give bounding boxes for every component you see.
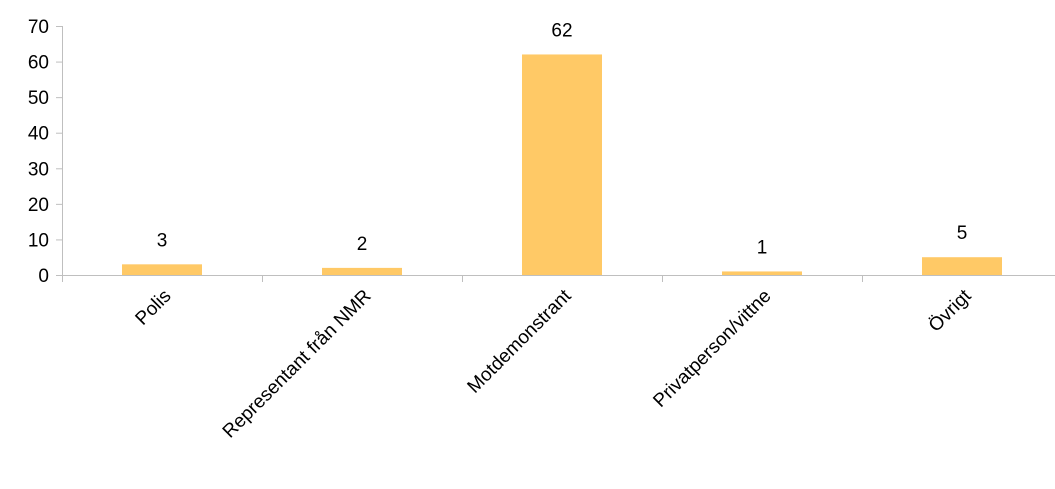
category-label: Motdemonstrant	[464, 285, 576, 397]
bar	[322, 267, 402, 275]
bar	[722, 271, 802, 275]
y-tick-label: 70	[28, 17, 49, 38]
data-label: 3	[157, 230, 168, 251]
data-labels: 3 2 62 1 5	[157, 20, 968, 258]
y-tick-label: 60	[28, 53, 49, 74]
bar	[122, 264, 202, 275]
data-label: 2	[357, 234, 368, 255]
y-tick-label: 10	[28, 230, 49, 251]
y-tick-label: 0	[38, 266, 49, 287]
data-label: 62	[551, 20, 572, 41]
bar	[922, 257, 1002, 275]
bar	[522, 54, 602, 276]
x-axis-ticks	[62, 275, 863, 282]
y-axis-ticks: 0 10 20 30 40 50 60 70	[28, 17, 62, 287]
y-tick-label: 30	[28, 159, 49, 180]
y-tick-label: 50	[28, 88, 49, 109]
category-labels: Polis Representant från NMR Motdemonstrant…	[132, 285, 976, 442]
y-tick-label: 40	[28, 124, 49, 145]
category-label: Övrigt	[925, 285, 976, 336]
bars	[122, 54, 1002, 276]
category-label: Representant från NMR	[219, 286, 376, 443]
y-tick-label: 20	[28, 195, 49, 216]
category-label: Privatperson/vittne	[649, 286, 775, 412]
category-label: Polis	[132, 286, 176, 330]
data-label: 1	[757, 237, 768, 258]
data-label: 5	[957, 223, 968, 244]
